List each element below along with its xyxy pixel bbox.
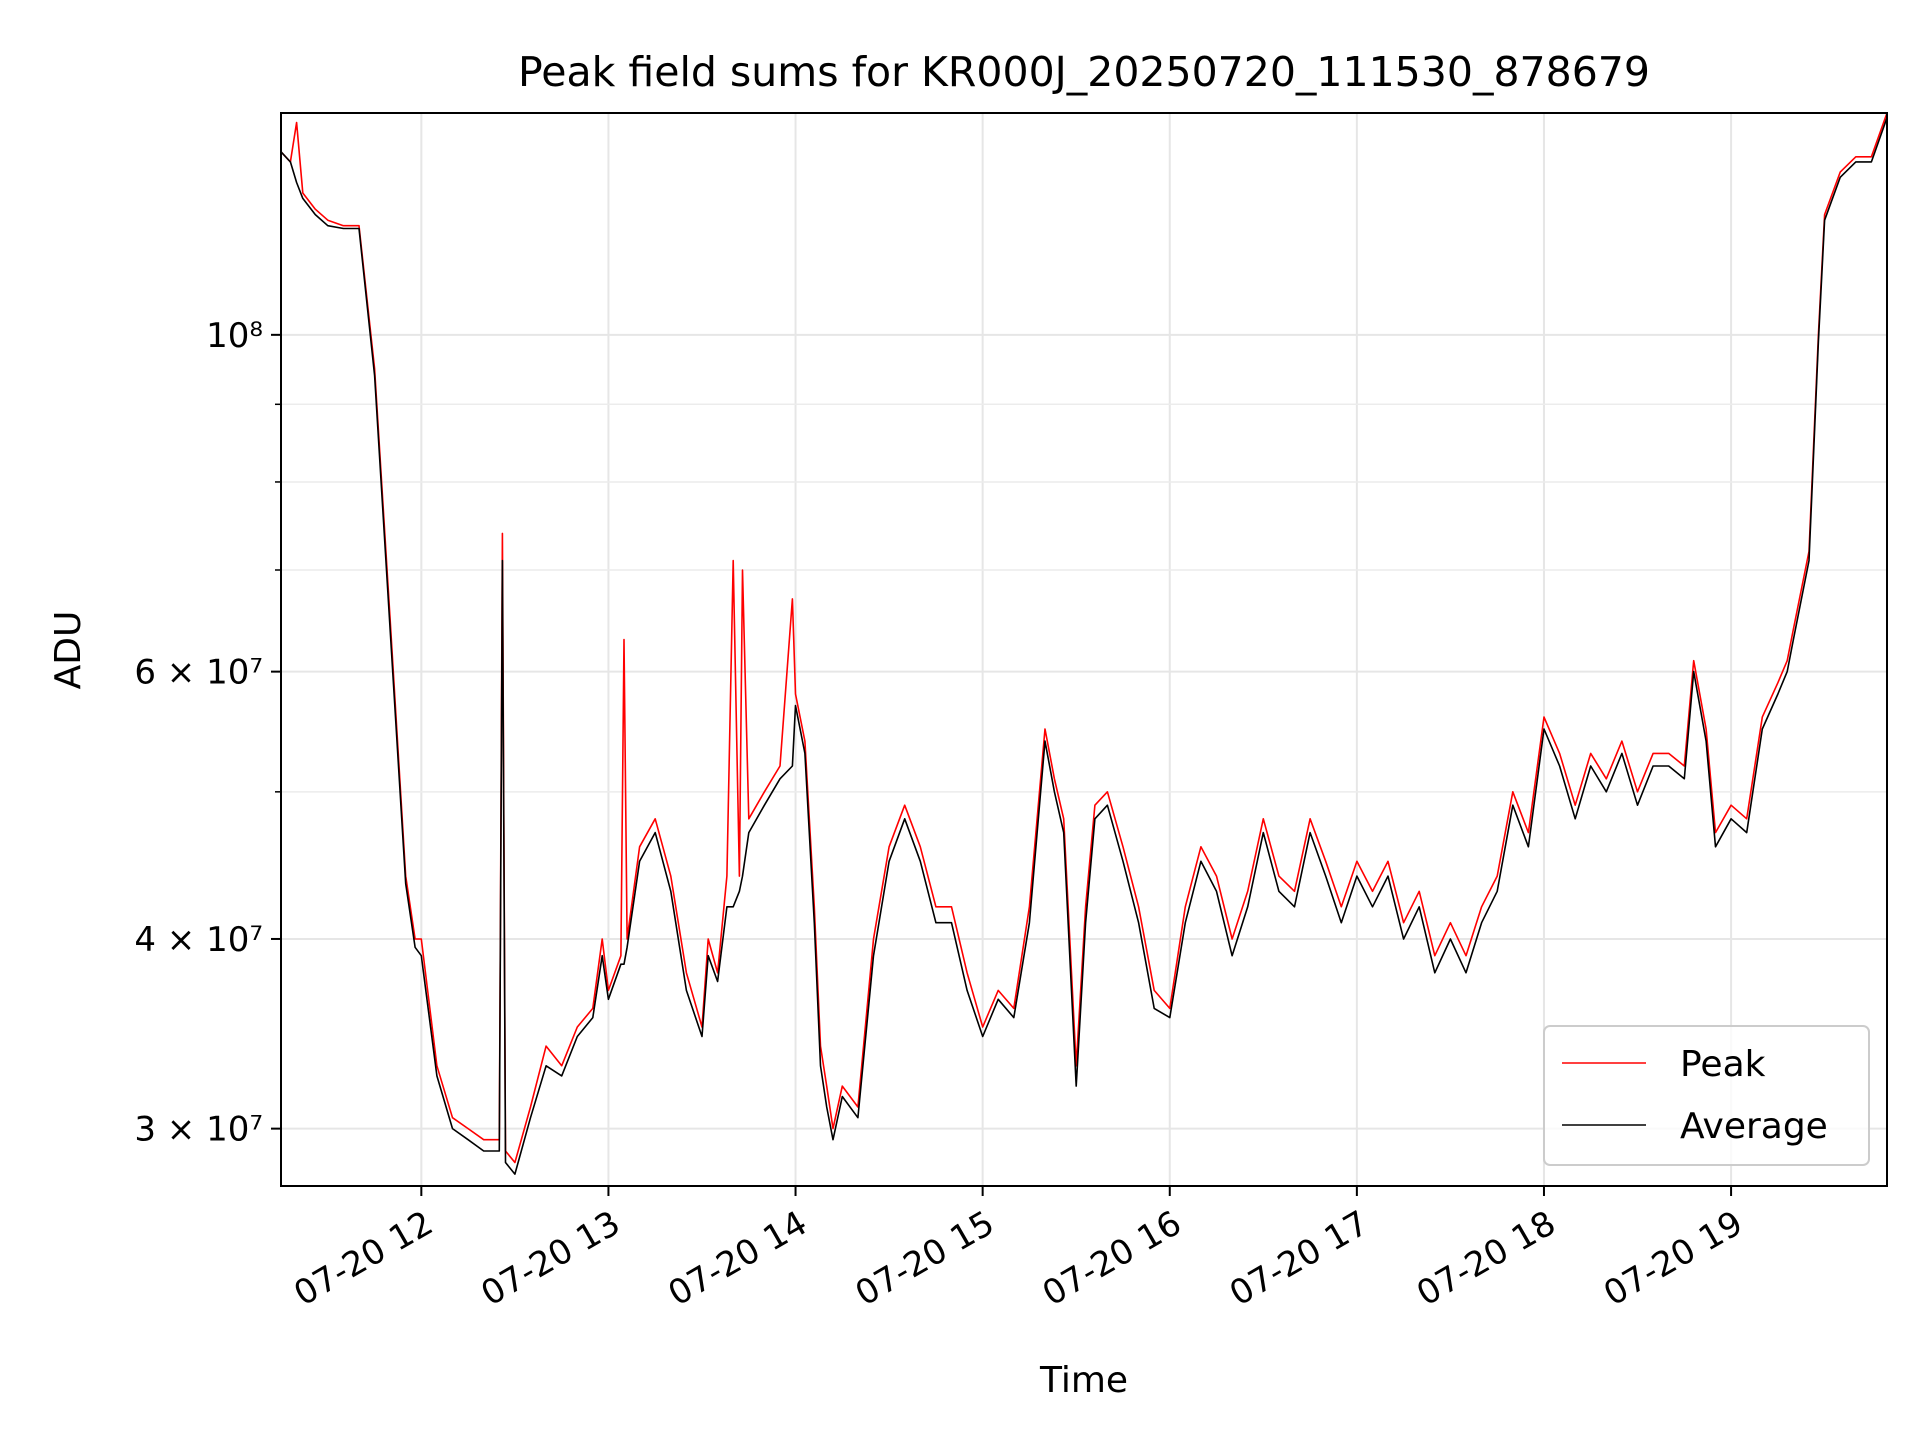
series-line-peak — [281, 113, 1887, 1164]
y-tick-label: 3 × 10⁷ — [134, 1110, 263, 1150]
series-layer — [281, 113, 1887, 1175]
series-line-average — [281, 117, 1887, 1175]
y-axis-label: ADU — [48, 611, 89, 690]
plot-frame — [280, 112, 1888, 1187]
legend-label-peak: Peak — [1680, 1044, 1766, 1085]
y-tick-label: 10⁸ — [206, 316, 263, 356]
y-tick-label: 6 × 10⁷ — [134, 653, 263, 693]
chart-title: Peak field sums for KR000J_20250720_1115… — [518, 48, 1650, 96]
legend-box — [1543, 1025, 1870, 1166]
x-axis-label: Time — [1039, 1360, 1128, 1401]
y-tick-label: 4 × 10⁷ — [134, 920, 263, 960]
legend-label-average: Average — [1680, 1106, 1828, 1147]
legend: Peak Average — [1543, 1025, 1870, 1166]
